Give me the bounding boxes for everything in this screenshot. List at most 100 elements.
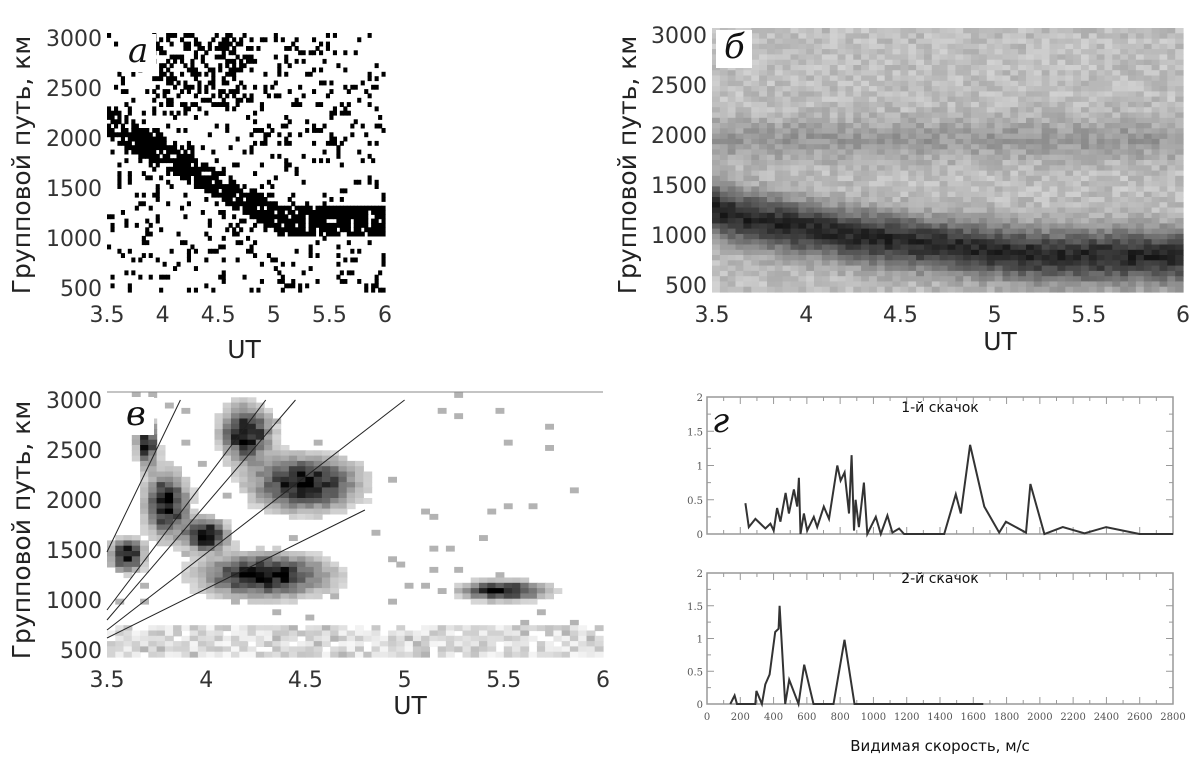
heatmap-cell <box>222 413 232 420</box>
heatmap-cell <box>159 175 164 181</box>
heatmap-cell <box>214 248 219 254</box>
heatmap-cell <box>798 276 807 283</box>
heatmap-cell <box>338 476 348 483</box>
y-tick-label: 2500 <box>46 77 102 102</box>
heatmap-cell <box>774 218 784 224</box>
heatmap-cell <box>273 205 278 211</box>
heatmap-cell <box>712 260 721 267</box>
heatmap-cell <box>120 128 125 133</box>
heatmap-cell <box>231 641 240 647</box>
heatmap-cell <box>806 28 815 34</box>
heatmap-cell <box>313 492 323 499</box>
heatmap-cell <box>284 54 289 60</box>
heatmap-cell <box>242 205 247 211</box>
heatmap-cell <box>1159 144 1168 151</box>
heatmap-cell <box>305 492 315 499</box>
heatmap-cell <box>955 270 964 277</box>
heatmap-cell <box>719 265 729 272</box>
heatmap-cell <box>247 439 257 446</box>
heatmap-cell <box>955 223 964 230</box>
heatmap-cell <box>321 492 331 499</box>
heatmap-cell <box>900 154 909 161</box>
heatmap-cell <box>164 402 174 409</box>
heatmap-cell <box>239 582 249 589</box>
heatmap-cell <box>207 248 212 254</box>
heatmap-cell <box>986 270 996 277</box>
heatmap-cell <box>924 149 933 156</box>
heatmap-cell <box>221 97 226 103</box>
heatmap-cell <box>273 93 278 99</box>
heatmap-cell <box>994 223 1003 230</box>
y-axis-label: Групповой путь, км <box>7 36 36 294</box>
heatmap-cell <box>211 80 216 86</box>
heatmap-cell <box>939 59 948 66</box>
heatmap-cell <box>239 80 244 86</box>
heatmap-cell <box>821 286 831 293</box>
heatmap-cell <box>869 75 878 82</box>
heatmap-cell <box>200 210 205 215</box>
heatmap-cell <box>845 228 854 235</box>
heatmap-cell <box>313 593 323 600</box>
heatmap-cell <box>1159 244 1168 251</box>
heatmap-cell <box>814 59 823 66</box>
heatmap-cell <box>1002 112 1011 119</box>
heatmap-cell <box>814 70 823 77</box>
heatmap-cell <box>1167 38 1176 45</box>
x-tick-label: 4.5 <box>883 303 918 328</box>
heatmap-cell <box>1057 160 1066 166</box>
heatmap-cell <box>829 144 839 151</box>
heatmap-cell <box>148 651 158 658</box>
heatmap-cell <box>908 75 917 82</box>
heatmap-cell <box>272 460 282 467</box>
heatmap-cell <box>798 54 807 61</box>
heatmap-cell <box>110 136 115 142</box>
heatmap-cell <box>759 207 768 214</box>
heatmap-cell <box>1167 112 1176 119</box>
heatmap-cell <box>908 260 917 267</box>
heatmap-cell <box>892 255 901 261</box>
heatmap-cell <box>284 58 289 64</box>
heatmap-cell <box>360 214 365 220</box>
heatmap-cell <box>924 181 933 187</box>
heatmap-cell <box>947 149 956 156</box>
heatmap-cell <box>900 281 909 288</box>
heatmap-cell <box>155 218 160 224</box>
heatmap-cell <box>727 181 737 187</box>
heatmap-cell <box>357 210 362 215</box>
heatmap-cell <box>1175 249 1184 256</box>
heatmap-cell <box>1104 175 1113 182</box>
heatmap-cell <box>284 222 289 228</box>
heatmap-cell <box>1049 43 1058 50</box>
heatmap-cell <box>955 186 964 193</box>
heatmap-cell <box>1159 49 1168 55</box>
heatmap-cell <box>330 503 340 510</box>
heatmap-cell <box>127 175 132 181</box>
heatmap-cell <box>1073 38 1082 45</box>
heatmap-cell <box>1065 191 1074 198</box>
heatmap-cell <box>211 248 216 254</box>
heatmap-cell <box>343 84 348 90</box>
heatmap-cell <box>336 274 341 280</box>
heatmap-cell <box>297 641 306 647</box>
heatmap-cell <box>291 192 296 198</box>
heatmap-cell <box>140 566 149 573</box>
heatmap-cell <box>719 186 729 193</box>
heatmap-cell <box>1018 80 1027 87</box>
heatmap-cell <box>338 646 348 653</box>
heatmap-cell <box>1104 144 1113 151</box>
heatmap-cell <box>239 418 249 425</box>
heatmap-cell <box>1057 212 1066 219</box>
heatmap-cell <box>1128 70 1137 77</box>
heatmap-cell <box>1002 276 1011 283</box>
heatmap-cell <box>308 248 313 254</box>
heatmap-cell <box>986 175 996 182</box>
heatmap-cell <box>249 188 254 194</box>
heatmap-cell <box>193 41 198 47</box>
heatmap-cell <box>924 128 933 135</box>
heatmap-cell <box>931 186 941 193</box>
heatmap-cell <box>301 222 306 228</box>
heatmap-cell <box>272 630 282 637</box>
heatmap-cell <box>751 181 760 187</box>
heatmap-cell <box>1049 202 1058 209</box>
heatmap-cell <box>1096 96 1106 103</box>
